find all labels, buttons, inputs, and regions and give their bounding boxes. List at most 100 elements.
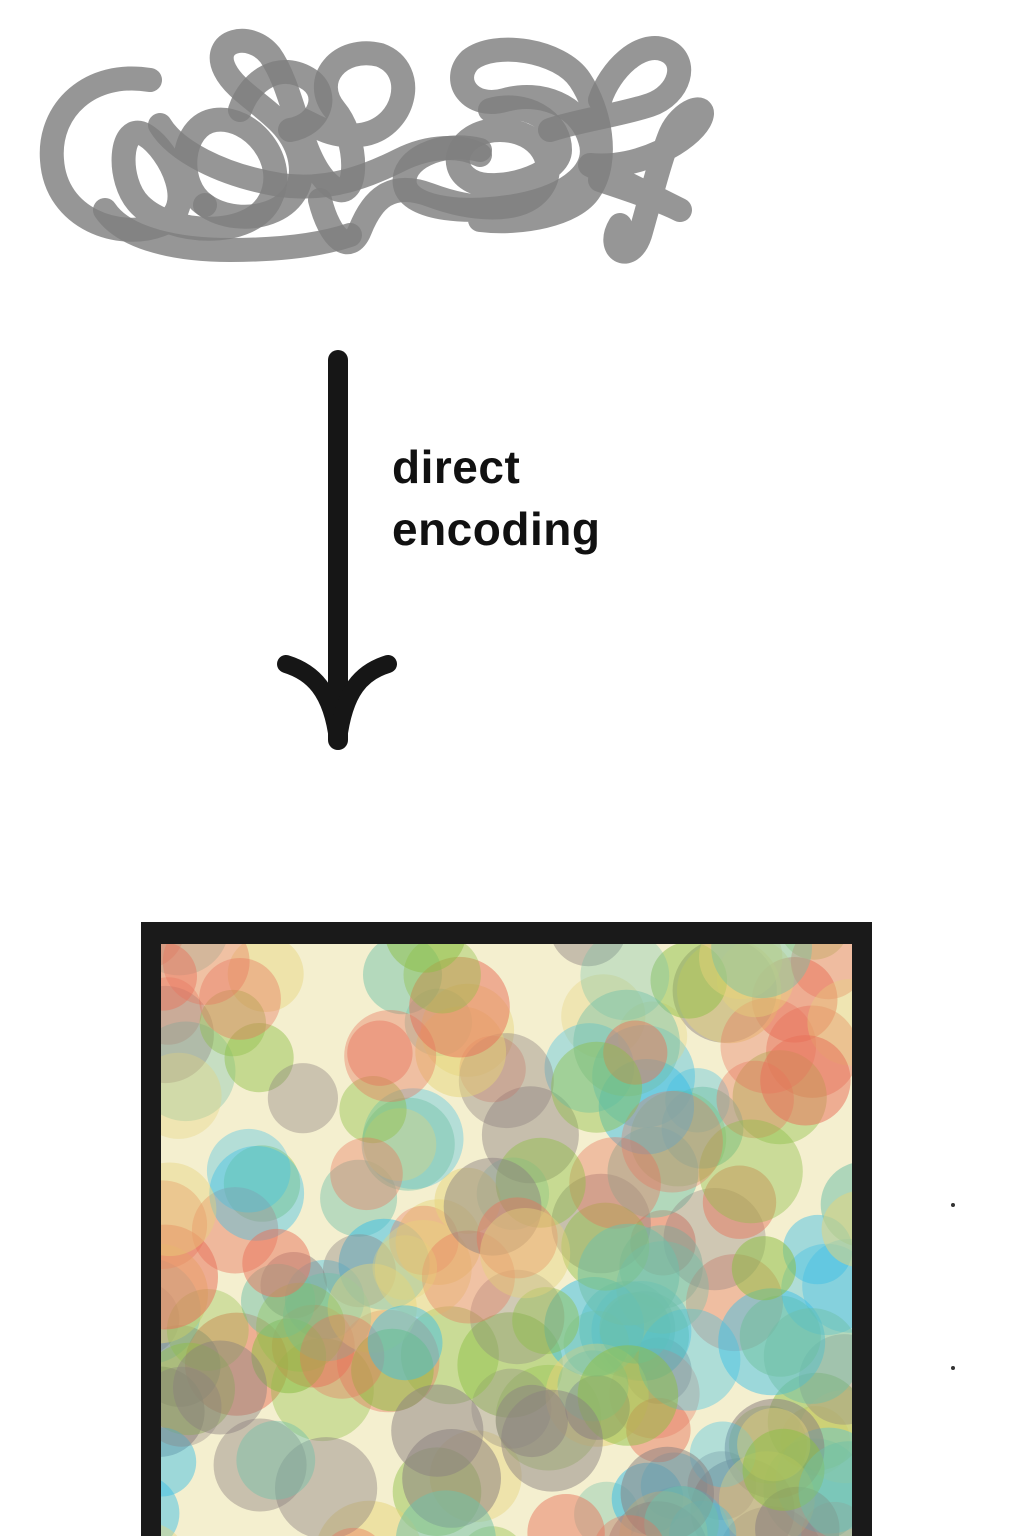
color-blob xyxy=(598,1059,695,1155)
color-blob xyxy=(621,1090,723,1193)
color-blob xyxy=(553,944,624,967)
color-blob xyxy=(275,1437,378,1536)
color-blob xyxy=(241,1263,316,1339)
color-blob xyxy=(561,974,646,1059)
color-blob xyxy=(361,1097,455,1191)
color-blob xyxy=(374,1220,472,1317)
tangled-input-scribble xyxy=(39,28,714,264)
arrow-label-line-2: encoding xyxy=(392,503,601,555)
color-blob xyxy=(372,1235,438,1300)
color-blob xyxy=(242,1228,311,1298)
color-blob xyxy=(391,1384,484,1477)
color-blob xyxy=(501,1389,603,1492)
color-blob xyxy=(434,1167,501,1234)
color-blob xyxy=(626,1397,691,1463)
color-blob xyxy=(699,944,783,1000)
color-blob xyxy=(331,1527,375,1536)
speck-mark xyxy=(951,1366,955,1370)
color-blob xyxy=(718,1288,826,1396)
color-blob xyxy=(551,1041,643,1133)
color-blob xyxy=(580,944,670,1021)
color-blob xyxy=(206,1128,291,1213)
color-blob xyxy=(161,1427,197,1497)
color-blob xyxy=(267,1063,338,1134)
color-blob xyxy=(236,1420,316,1500)
color-blob xyxy=(821,1191,852,1267)
color-blob xyxy=(569,1137,661,1229)
color-blob xyxy=(495,1384,568,1458)
color-blob xyxy=(476,1197,558,1279)
color-blob xyxy=(367,1305,443,1381)
color-blob xyxy=(699,1119,803,1224)
color-blob xyxy=(209,1146,305,1241)
color-blob xyxy=(760,1035,851,1126)
encoded-color-blobs xyxy=(161,944,852,1536)
direct-encoding-arrow xyxy=(277,350,397,750)
color-blob xyxy=(161,1021,236,1122)
encoded-output-field xyxy=(161,944,852,1536)
color-blob xyxy=(716,944,794,1018)
color-blob xyxy=(480,1208,571,1299)
color-blob xyxy=(565,1375,630,1440)
color-blob xyxy=(161,985,214,1084)
color-blob xyxy=(470,1269,565,1365)
color-blob xyxy=(563,1310,629,1377)
color-blob xyxy=(731,1236,797,1301)
color-blob xyxy=(650,944,728,1019)
color-blob xyxy=(798,1441,852,1536)
color-blob xyxy=(161,1224,218,1330)
color-blob xyxy=(161,1366,205,1457)
color-blob xyxy=(573,989,680,1097)
color-blob xyxy=(458,1033,554,1129)
color-blob xyxy=(443,1157,542,1256)
color-blob xyxy=(339,1076,407,1144)
color-blob xyxy=(191,1187,279,1274)
color-blob xyxy=(512,1287,580,1355)
color-blob xyxy=(577,1223,680,1326)
color-blob xyxy=(802,1238,852,1333)
color-blob xyxy=(161,944,226,976)
color-blob xyxy=(161,944,182,966)
color-blob xyxy=(161,1525,178,1536)
color-blob xyxy=(785,944,844,960)
color-blob xyxy=(495,1137,586,1228)
color-blob xyxy=(577,1345,679,1446)
color-blob xyxy=(161,1162,217,1257)
color-blob xyxy=(596,1515,663,1536)
color-blob xyxy=(283,1272,372,1362)
color-blob xyxy=(199,958,281,1040)
color-blob xyxy=(344,1010,437,1102)
color-blob xyxy=(395,1199,482,1285)
color-blob xyxy=(173,1340,267,1435)
color-blob xyxy=(161,1480,180,1536)
color-blob xyxy=(223,1145,301,1222)
color-blob xyxy=(162,944,250,1005)
color-blob xyxy=(161,1342,235,1436)
color-blob xyxy=(711,944,812,999)
color-blob xyxy=(322,1234,396,1308)
color-blob xyxy=(224,1023,294,1093)
arrow-label: direct encoding xyxy=(392,436,600,560)
color-blob xyxy=(161,1325,221,1407)
color-blob xyxy=(702,1165,777,1239)
color-blob xyxy=(199,989,266,1057)
color-blob xyxy=(457,1312,563,1418)
speck-mark xyxy=(951,1203,955,1207)
color-blob xyxy=(527,1494,605,1536)
color-blob xyxy=(742,1428,825,1511)
color-blob xyxy=(213,1418,307,1512)
color-blob xyxy=(790,944,852,1000)
color-blob xyxy=(421,1230,515,1324)
color-blob xyxy=(161,1052,222,1139)
color-blob xyxy=(644,1486,719,1536)
color-blob xyxy=(351,1328,434,1412)
color-blob xyxy=(409,956,510,1058)
color-blob xyxy=(362,1088,464,1189)
color-blob xyxy=(318,1500,420,1536)
color-blob xyxy=(677,944,782,1044)
color-blob xyxy=(781,1243,852,1336)
color-blob xyxy=(330,1137,403,1211)
color-blob xyxy=(320,1159,398,1237)
